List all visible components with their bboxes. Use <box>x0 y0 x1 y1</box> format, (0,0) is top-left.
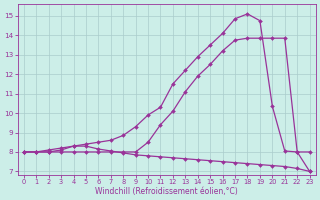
X-axis label: Windchill (Refroidissement éolien,°C): Windchill (Refroidissement éolien,°C) <box>95 187 238 196</box>
